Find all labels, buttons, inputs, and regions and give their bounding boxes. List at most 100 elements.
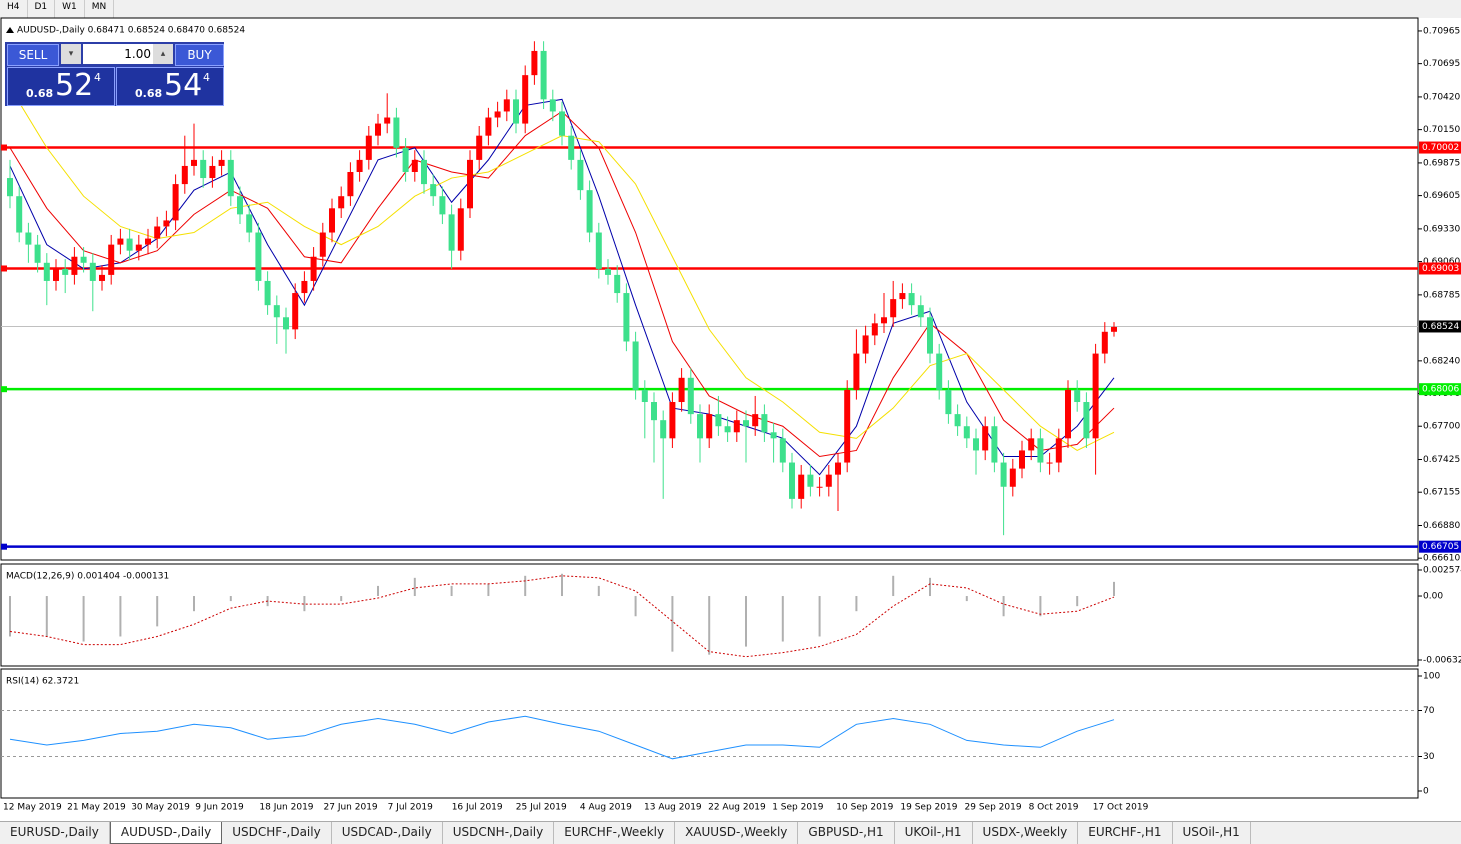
candle-body	[1092, 353, 1099, 439]
candle-body	[605, 268, 611, 275]
candle-body	[1111, 326, 1117, 332]
x-tick-label: 10 Sep 2019	[836, 803, 893, 813]
symbol-tab[interactable]: UKOil-,H1	[895, 822, 973, 844]
candle-body	[301, 280, 308, 294]
x-tick-label: 19 Sep 2019	[900, 803, 957, 813]
symbol-tab[interactable]: EURCHF-,H1	[1078, 822, 1173, 844]
candle-body	[752, 414, 759, 427]
candle-body	[595, 232, 602, 269]
level-label-box	[1419, 262, 1461, 275]
candle-body	[338, 196, 345, 209]
candle-body	[172, 184, 179, 221]
price-sup: 4	[94, 71, 101, 84]
y-tick-label: 70	[1423, 706, 1435, 716]
candle-body	[375, 123, 381, 136]
symbol-tab[interactable]: USDX-,Weekly	[973, 822, 1079, 844]
timeframe-button[interactable]: W1	[55, 0, 85, 18]
symbol-tab[interactable]: USDCHF-,Daily	[222, 822, 332, 844]
candle-body	[982, 426, 989, 451]
rsi-line	[9, 715, 1115, 760]
level-handle	[1, 265, 7, 272]
buy-price[interactable]: 0.68 54 4	[116, 67, 224, 106]
candle-body	[945, 389, 952, 415]
x-tick-label: 13 Aug 2019	[644, 803, 702, 813]
pane-title: AUDUSD-,Daily 0.68471 0.68524 0.68470 0.…	[17, 26, 245, 36]
candle-body	[991, 426, 998, 463]
level-label: 0.70002	[1422, 143, 1459, 153]
candle-body	[825, 474, 832, 487]
candle-body	[209, 165, 216, 179]
candle-body	[927, 317, 933, 354]
y-tick-label: 30	[1423, 752, 1435, 762]
candle-body	[218, 159, 225, 166]
candle-body	[163, 220, 170, 227]
y-tick-label: 0.00	[1423, 592, 1443, 602]
level-handle	[1, 144, 7, 151]
current-price-box	[1419, 320, 1461, 333]
candle-body	[283, 317, 289, 330]
candle-body	[411, 159, 418, 172]
candle-body	[1046, 462, 1053, 464]
pane-title: RSI(14) 62.3721	[6, 677, 79, 687]
candle-body	[53, 268, 59, 281]
timeframe-button[interactable]: MN	[85, 0, 115, 18]
candle-body	[329, 208, 335, 233]
sell-price[interactable]: 0.68 52 4	[7, 67, 115, 106]
x-tick-label: 21 May 2019	[67, 803, 126, 813]
candle-body	[936, 353, 943, 390]
candle-body	[715, 414, 722, 427]
lot-down[interactable]: ▾	[61, 44, 81, 64]
y-tick-label: 0.66880	[1423, 521, 1460, 531]
x-tick-label: 12 May 2019	[3, 803, 62, 813]
candle-body	[761, 414, 768, 433]
candle-body	[1000, 462, 1007, 487]
symbol-tab[interactable]: USDCNH-,Daily	[443, 822, 555, 844]
symbol-tab[interactable]: GBPUSD-,H1	[798, 822, 895, 844]
candle-body	[273, 305, 280, 318]
sell-button[interactable]: SELL	[7, 44, 59, 66]
candle-body	[365, 135, 372, 160]
lot-up[interactable]: ▴	[153, 44, 173, 64]
level-handle	[1, 386, 7, 393]
x-tick-label: 7 Jul 2019	[388, 803, 433, 813]
candle-body	[779, 438, 786, 463]
buy-button[interactable]: BUY	[175, 44, 224, 66]
y-tick-label: 0.69875	[1423, 158, 1460, 168]
symbol-tab[interactable]: XAUUSD-,Weekly	[675, 822, 799, 844]
one-click-trading: SELL ▾ 1.00 ▴ BUY 0.68 52 4 0.68 54 4	[5, 42, 224, 106]
symbol-tab[interactable]: EURCHF-,Weekly	[554, 822, 676, 844]
candle-body	[1019, 450, 1025, 469]
candle-body	[292, 293, 299, 330]
candle-body	[25, 232, 32, 245]
chart: 12 May 2019 21 May 2019 30 May 2019 9 Jun 2…	[0, 17, 1461, 813]
candle-body	[890, 299, 897, 318]
level-label: 0.68006	[1422, 385, 1459, 395]
symbol-tab[interactable]: EURUSD-,Daily	[0, 822, 110, 844]
level-label: 0.66705	[1422, 542, 1459, 552]
timeframe-button[interactable]: D1	[28, 0, 56, 18]
symbol-tab[interactable]: USDCAD-,Daily	[332, 822, 443, 844]
candle-body	[577, 159, 584, 191]
timeframe-button[interactable]: H4	[0, 0, 28, 18]
candle-body	[651, 402, 657, 421]
candle-body	[181, 165, 188, 185]
x-tick-label: 9 Jun 2019	[195, 803, 244, 813]
candle-body	[246, 214, 253, 233]
candle-body	[62, 268, 69, 275]
collapse-icon	[6, 27, 14, 33]
x-tick-label: 22 Aug 2019	[708, 803, 766, 813]
lot-input[interactable]: 1.00	[83, 44, 153, 64]
candle-body	[457, 208, 464, 251]
candle-body	[540, 50, 547, 100]
x-tick-label: 27 Jun 2019	[324, 803, 378, 813]
symbol-tab[interactable]: AUDUSD-,Daily	[109, 822, 223, 844]
candle-body	[356, 159, 363, 172]
y-tick-label: 0.69060	[1423, 257, 1460, 267]
candle-body	[80, 256, 87, 263]
candle-body	[522, 75, 529, 124]
symbol-tab[interactable]: USOil-,H1	[1173, 822, 1251, 844]
candle-body	[1037, 438, 1044, 463]
y-tick-label: 0.70420	[1423, 92, 1460, 102]
candle-body	[706, 414, 713, 439]
